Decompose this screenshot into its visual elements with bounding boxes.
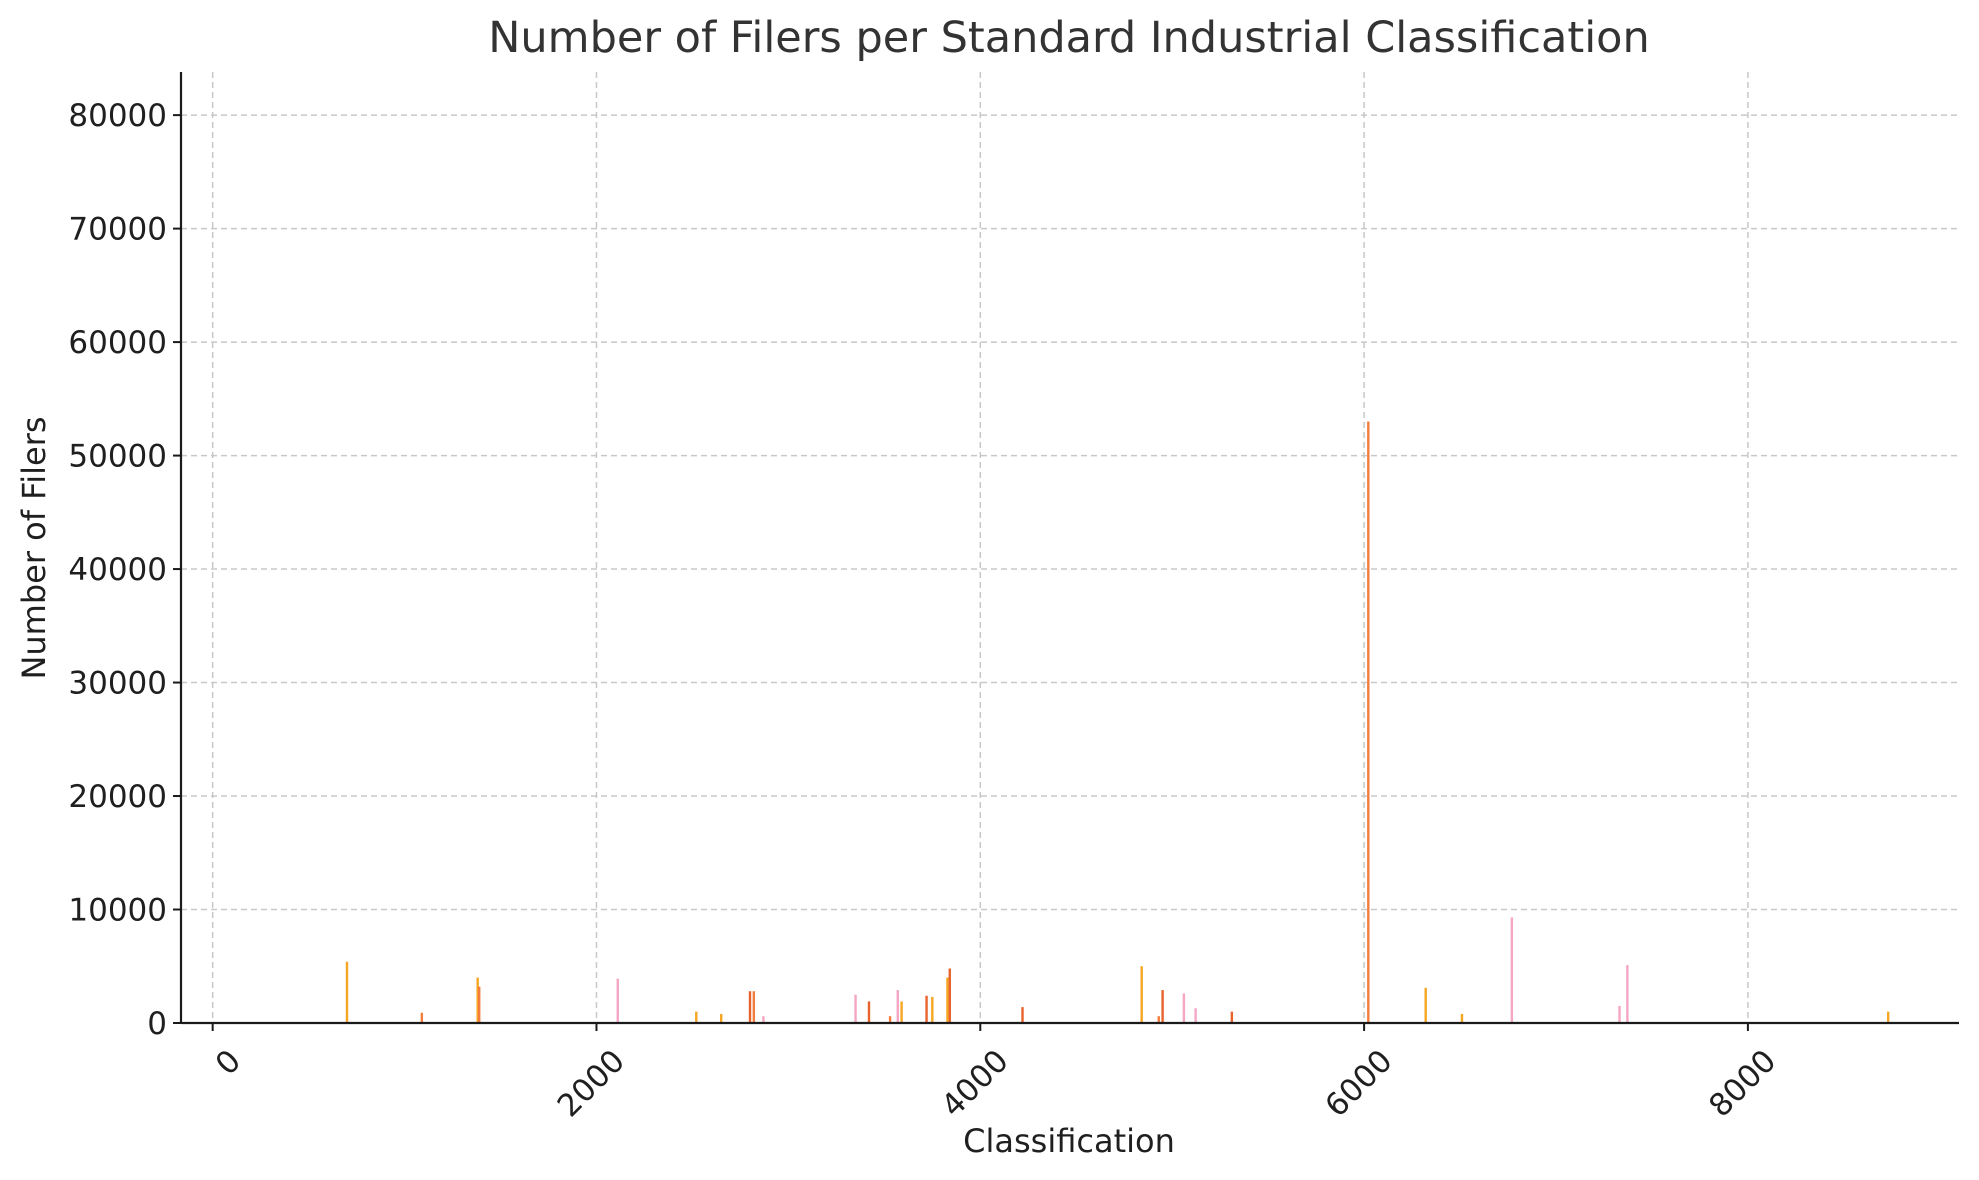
bar bbox=[1510, 917, 1514, 1023]
grid bbox=[181, 72, 1959, 1024]
tick-labels: 0100002000030000400005000060000700008000… bbox=[68, 98, 1783, 1124]
bar bbox=[695, 1011, 698, 1023]
x-tick-label: 0 bbox=[209, 1043, 248, 1082]
y-axis-label: Number of Filers bbox=[15, 416, 53, 679]
bar bbox=[1182, 993, 1186, 1023]
bars bbox=[345, 421, 1890, 1023]
y-tick-label: 50000 bbox=[68, 439, 167, 475]
x-tick-label: 6000 bbox=[1318, 1043, 1399, 1124]
bar bbox=[1230, 1011, 1234, 1023]
y-tick-label: 40000 bbox=[68, 552, 167, 588]
bar bbox=[476, 977, 479, 1023]
bar bbox=[925, 995, 928, 1023]
x-tick-label: 2000 bbox=[551, 1043, 632, 1124]
bar bbox=[1157, 1016, 1160, 1023]
y-tick-label: 10000 bbox=[68, 893, 167, 929]
bar bbox=[1424, 987, 1427, 1023]
bar bbox=[867, 1001, 871, 1023]
y-tick-label: 70000 bbox=[68, 212, 167, 248]
bar bbox=[854, 994, 857, 1023]
y-tick-label: 60000 bbox=[68, 325, 167, 361]
x-axis-label: Classification bbox=[963, 1122, 1175, 1160]
bar bbox=[1021, 1007, 1024, 1023]
bar bbox=[752, 991, 756, 1023]
bar bbox=[748, 991, 752, 1023]
bar bbox=[762, 1016, 765, 1023]
bar bbox=[1886, 1011, 1890, 1023]
bar bbox=[720, 1013, 723, 1023]
bar bbox=[1194, 1008, 1197, 1023]
bar bbox=[900, 1001, 903, 1023]
bar bbox=[616, 978, 619, 1023]
bar bbox=[1460, 1013, 1464, 1023]
bar bbox=[946, 977, 949, 1023]
bar bbox=[888, 1016, 892, 1023]
bar bbox=[931, 996, 934, 1023]
bar bbox=[1367, 421, 1370, 1023]
bar bbox=[1618, 1005, 1621, 1023]
bar bbox=[948, 968, 951, 1023]
y-tick-label: 30000 bbox=[68, 666, 167, 702]
bar bbox=[1626, 965, 1629, 1023]
x-tick-label: 4000 bbox=[935, 1043, 1016, 1124]
bar bbox=[345, 961, 349, 1023]
x-tick-label: 8000 bbox=[1702, 1043, 1783, 1124]
y-tick-label: 0 bbox=[147, 1006, 167, 1042]
bar bbox=[1161, 990, 1164, 1023]
chart-title: Number of Filers per Standard Industrial… bbox=[488, 13, 1649, 63]
bar bbox=[420, 1012, 424, 1023]
axes bbox=[173, 72, 1959, 1031]
bar bbox=[478, 986, 481, 1023]
bar bbox=[1140, 966, 1143, 1023]
bar bbox=[896, 990, 899, 1023]
y-tick-label: 20000 bbox=[68, 779, 167, 815]
y-tick-label: 80000 bbox=[68, 98, 167, 134]
